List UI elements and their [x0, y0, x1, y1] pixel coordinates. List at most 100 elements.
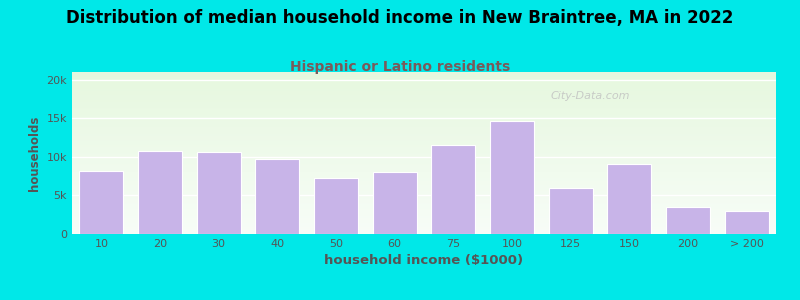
Bar	[72, 110, 776, 111]
Bar	[72, 173, 776, 174]
Bar	[72, 136, 776, 137]
Bar	[72, 160, 776, 161]
Bar	[72, 153, 776, 154]
X-axis label: household income ($1000): household income ($1000)	[325, 254, 523, 267]
Bar	[72, 194, 776, 195]
Bar	[72, 186, 776, 187]
Bar	[72, 161, 776, 162]
Bar	[72, 217, 776, 218]
Bar	[72, 102, 776, 103]
Bar	[72, 115, 776, 116]
Bar	[72, 192, 776, 193]
Bar	[72, 210, 776, 211]
Bar	[725, 211, 769, 234]
Bar	[314, 178, 358, 234]
Bar	[72, 225, 776, 226]
Bar	[72, 158, 776, 159]
Bar	[72, 121, 776, 122]
Bar	[72, 189, 776, 190]
Bar	[72, 112, 776, 113]
Bar	[72, 122, 776, 123]
Bar	[72, 165, 776, 166]
Bar	[72, 108, 776, 109]
Bar	[72, 151, 776, 152]
Bar	[72, 93, 776, 94]
Bar	[72, 89, 776, 90]
Bar	[72, 204, 776, 205]
Bar	[72, 95, 776, 96]
Bar	[72, 224, 776, 225]
Bar	[72, 212, 776, 213]
Bar	[72, 118, 776, 119]
Bar	[72, 223, 776, 224]
Bar	[72, 195, 776, 196]
Text: City-Data.com: City-Data.com	[550, 92, 630, 101]
Bar	[72, 80, 776, 81]
Bar	[72, 72, 776, 73]
Bar	[72, 138, 776, 139]
Bar	[72, 197, 776, 198]
Bar	[72, 209, 776, 210]
Bar	[72, 83, 776, 84]
Bar	[72, 233, 776, 234]
Bar	[72, 101, 776, 102]
Bar	[72, 214, 776, 215]
Bar	[72, 84, 776, 85]
Bar	[72, 231, 776, 232]
Bar	[72, 221, 776, 222]
Bar	[72, 77, 776, 78]
Bar	[72, 208, 776, 209]
Bar	[72, 135, 776, 136]
Bar	[72, 178, 776, 179]
Bar	[72, 97, 776, 98]
Bar	[72, 111, 776, 112]
Bar	[72, 106, 776, 107]
Bar	[72, 74, 776, 75]
Bar	[72, 162, 776, 163]
Bar	[72, 75, 776, 76]
Bar	[72, 218, 776, 219]
Bar	[607, 164, 651, 234]
Bar	[72, 159, 776, 160]
Bar	[72, 163, 776, 164]
Bar	[72, 168, 776, 169]
Bar	[72, 220, 776, 221]
Bar	[72, 219, 776, 220]
Bar	[72, 232, 776, 233]
Bar	[72, 170, 776, 171]
Bar	[72, 131, 776, 132]
Bar	[72, 201, 776, 202]
Bar	[72, 196, 776, 197]
Bar	[72, 125, 776, 126]
Bar	[72, 132, 776, 133]
Bar	[72, 147, 776, 148]
Bar	[549, 188, 593, 234]
Bar	[72, 202, 776, 203]
Bar	[72, 174, 776, 175]
Bar	[72, 140, 776, 141]
Bar	[72, 215, 776, 216]
Bar	[72, 142, 776, 143]
Bar	[373, 172, 417, 234]
Bar	[72, 91, 776, 92]
Bar	[72, 226, 776, 227]
Bar	[72, 175, 776, 176]
Bar	[72, 216, 776, 217]
Bar	[72, 193, 776, 194]
Bar	[72, 164, 776, 165]
Bar	[72, 148, 776, 149]
Bar	[72, 92, 776, 93]
Bar	[72, 120, 776, 121]
Bar	[72, 82, 776, 83]
Bar	[490, 122, 534, 234]
Bar	[72, 139, 776, 140]
Bar	[72, 185, 776, 186]
Bar	[72, 113, 776, 114]
Bar	[72, 96, 776, 97]
Bar	[79, 171, 123, 234]
Bar	[72, 149, 776, 150]
Bar	[72, 150, 776, 151]
Bar	[72, 133, 776, 134]
Bar	[72, 152, 776, 153]
Bar	[72, 78, 776, 79]
